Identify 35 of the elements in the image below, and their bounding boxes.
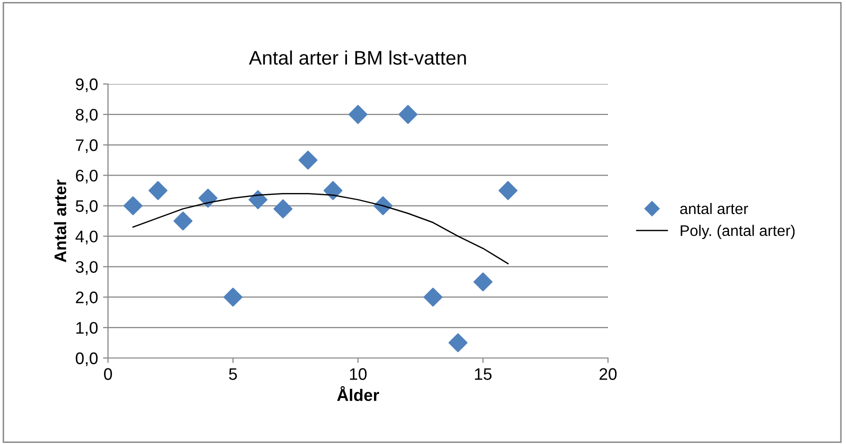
y-tick-label: 6,0 <box>76 170 98 184</box>
point <box>124 196 142 216</box>
x-tick-label: 20 <box>600 368 617 380</box>
point <box>248 190 268 210</box>
x-tick-label: 5 <box>229 368 237 380</box>
y-tick-label: 9,0 <box>76 78 98 92</box>
y-tick-label: 1,0 <box>76 322 98 336</box>
y-tick-label: 5,0 <box>76 200 98 214</box>
x-tick-label: 15 <box>475 368 492 380</box>
point <box>174 212 192 230</box>
point <box>324 181 342 200</box>
point <box>198 188 218 208</box>
point <box>424 288 442 307</box>
point <box>274 199 292 218</box>
x-tick-label: 10 <box>350 368 367 380</box>
chart-title: Antal arter i BM lst-vatten <box>248 50 466 65</box>
legend-label: antal arter <box>680 202 748 214</box>
x-axis-title: Ålder <box>337 386 380 402</box>
point <box>348 104 368 124</box>
point <box>298 150 318 170</box>
legend-label: Poly. (antal arter) <box>680 224 795 240</box>
y-tick-label: 2,0 <box>76 292 98 306</box>
y-tick-label: 4,0 <box>75 230 98 244</box>
y-tick-label: 7,0 <box>76 139 98 154</box>
y-tick-label: 3,0 <box>76 261 98 275</box>
point <box>448 333 468 352</box>
point <box>474 272 492 292</box>
y-tick-label: 8,0 <box>76 108 98 123</box>
point <box>498 181 518 200</box>
point <box>224 288 242 307</box>
y-tick-label: 0,0 <box>76 352 98 366</box>
point <box>148 181 168 200</box>
x-tick-label: 0 <box>104 368 112 380</box>
y-axis-title: Antal arter <box>54 180 66 262</box>
point <box>398 104 418 124</box>
